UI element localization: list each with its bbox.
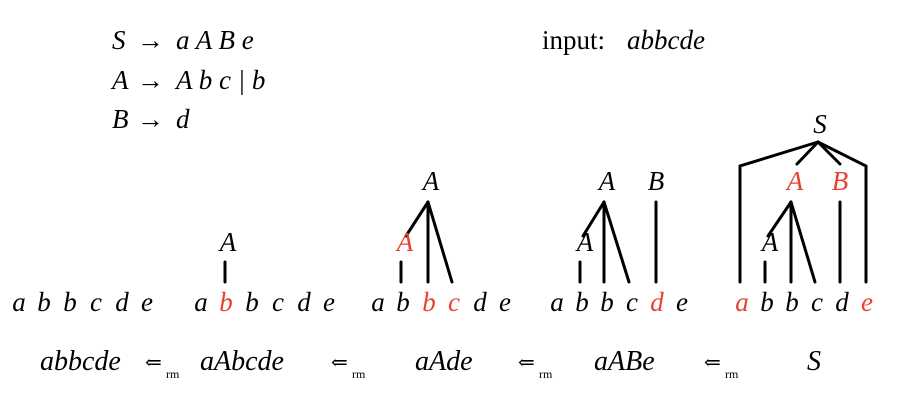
reduction-step: ⇐ rm [518, 352, 553, 381]
rule-rhs: a A B e [176, 25, 254, 55]
terminal-symbol: b [760, 287, 774, 317]
terminal-symbol: d [473, 287, 487, 317]
terminal-symbol: b [396, 287, 410, 317]
terminal-symbol: e [323, 287, 335, 317]
terminal-symbol: d [835, 287, 849, 317]
stage-string: a b b c d e [550, 287, 688, 317]
terminal-symbol: a [194, 287, 208, 317]
tree-node-a: A [421, 166, 440, 196]
sentential-form: aAbcde [200, 346, 284, 377]
sentential-form: aAde [415, 346, 473, 377]
rule-rhs: A b c | b [174, 65, 265, 95]
terminal-symbol: e [499, 287, 511, 317]
tree-edge [738, 140, 820, 284]
tree-node-a: A [575, 227, 594, 257]
terminal-symbol: b [600, 287, 614, 317]
rule-lhs: B [112, 104, 129, 134]
grammar-rules: S → a A B e A → A b c | b B → d [110, 25, 265, 134]
rightmost-subscript: rm [352, 367, 366, 381]
terminal-symbol: b [219, 287, 233, 317]
grammar-rule: A → A b c | b [110, 65, 265, 95]
rule-lhs: A [110, 65, 129, 95]
grammar-rule: S → a A B e [112, 25, 254, 55]
terminal-symbol: a [371, 287, 385, 317]
terminal-symbol: c [811, 287, 823, 317]
sentential-form: aABe [594, 346, 655, 377]
terminal-symbol: c [90, 287, 102, 317]
tree-edge [816, 140, 868, 284]
tree-edge [581, 200, 606, 238]
terminal-symbol: d [115, 287, 129, 317]
grammar-rule: B → d [112, 104, 190, 134]
rightmost-subscript: rm [725, 367, 739, 381]
arrow-icon: → [137, 65, 164, 95]
tree-edge [816, 140, 842, 166]
tree-node-a: A [218, 227, 237, 257]
stage-strings: a b b c d e a b b c d e a b b c d e a b [12, 287, 873, 317]
tree-edge [789, 200, 817, 284]
tree-node-a: A [785, 166, 804, 196]
terminal-symbol: c [626, 287, 638, 317]
terminal-symbol: b [245, 287, 259, 317]
reverse-arrow-icon: ⇐ [518, 352, 535, 374]
terminal-symbol: a [735, 287, 749, 317]
reverse-arrow-icon: ⇐ [704, 352, 721, 374]
tree-node-a: A [760, 227, 779, 257]
terminal-symbol: d [650, 287, 664, 317]
terminal-symbol: e [141, 287, 153, 317]
tree-edge [795, 140, 820, 166]
derivation-line: abbcde ⇐ rm aAbcde ⇐ rm aAde ⇐ rm aABe ⇐… [40, 346, 821, 381]
arrow-icon: → [137, 25, 164, 55]
tree-edge [404, 200, 430, 238]
input-value: abbcde [627, 25, 705, 55]
reduction-step: ⇐ rm [704, 352, 739, 381]
rightmost-subscript: rm [539, 367, 553, 381]
input-label: input: [542, 25, 605, 55]
terminal-symbol: a [12, 287, 26, 317]
terminal-symbol: b [422, 287, 436, 317]
tree-node-b: B [648, 166, 665, 196]
input-caption: input: abbcde [542, 25, 705, 55]
tree-node-a: A [395, 227, 414, 257]
tree-edge [766, 200, 793, 238]
reverse-arrow-icon: ⇐ [145, 352, 162, 374]
tree-edge [602, 200, 631, 284]
tree-node-b: B [832, 166, 849, 196]
rule-lhs: S [112, 25, 126, 55]
stage-string: a b b c d e [735, 287, 873, 317]
reduction-step: ⇐ rm [145, 352, 180, 381]
stage-string: a b b c d e [12, 287, 153, 317]
terminal-symbol: a [550, 287, 564, 317]
terminal-symbol: c [272, 287, 284, 317]
reduction-step: ⇐ rm [331, 352, 366, 381]
stage-string: a b b c d e [194, 287, 335, 317]
tree-nodes: A A A A A B A A B S [218, 109, 849, 257]
tree-node-s: S [813, 109, 827, 139]
arrow-icon: → [137, 104, 164, 134]
stage-string: a b b c d e [371, 287, 511, 317]
tree-edge [426, 200, 454, 284]
terminal-symbol: d [297, 287, 311, 317]
tree-edges [223, 140, 868, 284]
terminal-symbol: c [448, 287, 460, 317]
terminal-symbol: b [785, 287, 799, 317]
tree-node-a: A [597, 166, 616, 196]
terminal-symbol: b [63, 287, 77, 317]
sentential-form: abbcde [40, 346, 121, 377]
terminal-symbol: e [676, 287, 688, 317]
sentential-form: S [807, 346, 821, 377]
terminal-symbol: b [575, 287, 589, 317]
rightmost-subscript: rm [166, 367, 180, 381]
terminal-symbol: b [37, 287, 51, 317]
terminal-symbol: e [861, 287, 873, 317]
rule-rhs: d [176, 104, 190, 134]
reverse-arrow-icon: ⇐ [331, 352, 348, 374]
